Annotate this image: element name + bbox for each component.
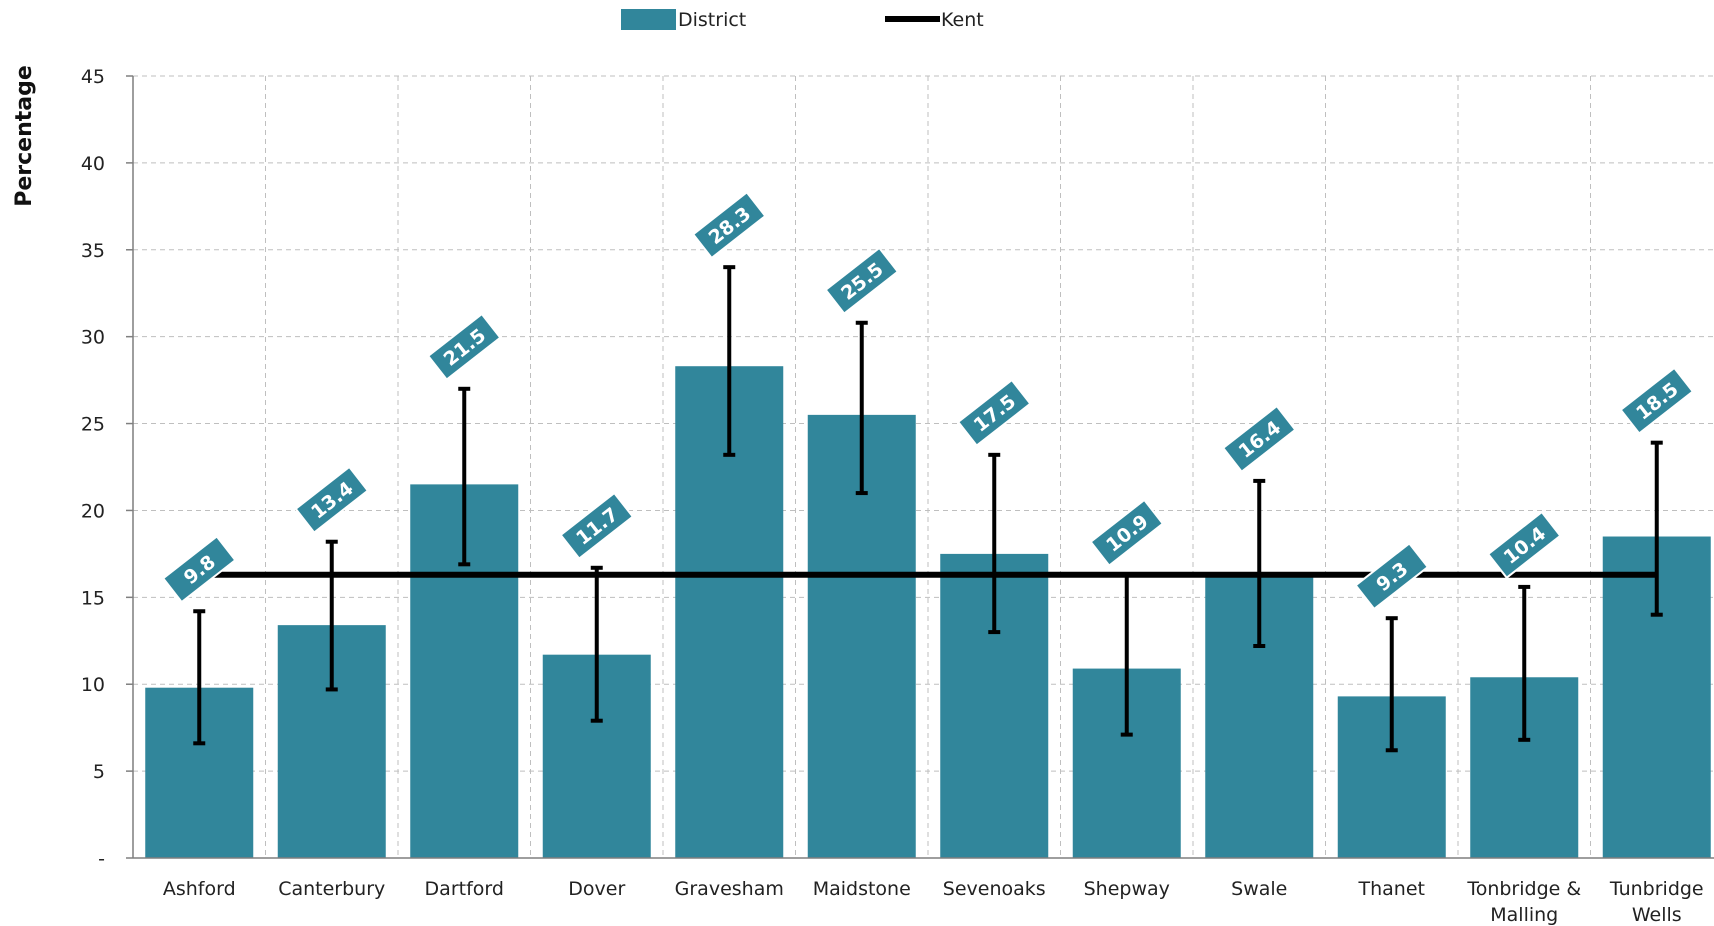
y-axis-ticks: - 5 10 15 20 25 30 35 40 45: [81, 66, 133, 870]
y-tick-label: 5: [93, 761, 105, 783]
x-tick-label: Swale: [1231, 878, 1287, 900]
error-bar-4: [723, 265, 736, 457]
error-bar-1: [325, 539, 338, 692]
error-bar-10: [1518, 584, 1531, 742]
data-label-10: 10.4: [1486, 510, 1562, 580]
x-tick-label: Dover: [568, 878, 625, 900]
data-label-2: 21.5: [426, 312, 502, 381]
data-label-8: 16.4: [1221, 404, 1297, 474]
error-bar-5: [855, 320, 868, 496]
data-label-4: 28.3: [691, 190, 767, 260]
y-tick-label: 45: [81, 66, 105, 88]
y-tick-label: 10: [81, 674, 105, 696]
legend-kent-label: Kent: [941, 9, 984, 31]
x-tick-label: Ashford: [163, 878, 236, 900]
error-bar-7: [1120, 572, 1133, 737]
legend-district-swatch: [621, 9, 676, 30]
error-bar-9: [1385, 616, 1398, 753]
error-bar-8: [1253, 478, 1266, 648]
y-tick-label: 35: [81, 240, 105, 262]
data-label-7: 10.9: [1089, 498, 1165, 567]
legend-district-label: District: [678, 9, 746, 31]
y-tick-label: 20: [81, 500, 105, 522]
x-tick-label: Thanet: [1358, 878, 1425, 900]
data-label-9: 9.3: [1354, 542, 1430, 611]
x-tick-label: Tunbridge Wells: [1609, 878, 1704, 926]
x-tick-label: Dartford: [425, 878, 504, 900]
y-tick-label: 40: [81, 153, 105, 175]
data-label-6: 17.5: [956, 378, 1032, 447]
y-axis-label: Percentage: [12, 65, 37, 207]
legend: District Kent: [621, 9, 984, 31]
data-label-1: 13.4: [294, 465, 370, 534]
y-tick-label: -: [98, 848, 105, 870]
x-tick-label: Tonbridge & Malling: [1466, 878, 1581, 926]
data-label-5: 25.5: [824, 246, 900, 315]
x-tick-label: Maidstone: [813, 878, 911, 900]
x-tick-label: Canterbury: [278, 878, 385, 900]
x-tick-label: Gravesham: [675, 878, 784, 900]
y-tick-label: 15: [81, 587, 105, 609]
x-axis-categories: Ashford Canterbury Dartford Dover Gravesham M…: [163, 878, 1704, 926]
data-label-3: 11.7: [559, 491, 635, 560]
error-bar-2: [458, 386, 471, 567]
error-bar-3: [590, 565, 603, 723]
axes: [132, 76, 1714, 859]
data-label-0: 9.8: [161, 535, 237, 604]
gridlines: [133, 75, 1714, 858]
y-tick-label: 25: [81, 414, 105, 436]
x-tick-label: Sevenoaks: [943, 878, 1046, 900]
error-bar-11: [1650, 440, 1663, 617]
x-tick-label: Shepway: [1084, 878, 1170, 900]
y-tick-label: 30: [81, 327, 105, 349]
error-bar-6: [988, 452, 1001, 635]
error-bars: [193, 265, 1663, 753]
error-bar-0: [193, 609, 206, 746]
